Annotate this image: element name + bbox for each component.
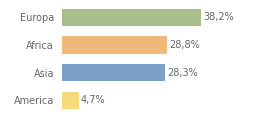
Bar bbox=[62, 64, 165, 81]
Bar bbox=[62, 92, 79, 109]
Text: 28,8%: 28,8% bbox=[169, 40, 200, 50]
Text: 4,7%: 4,7% bbox=[81, 95, 106, 105]
Bar bbox=[62, 9, 201, 26]
Bar bbox=[62, 36, 167, 54]
Text: 28,3%: 28,3% bbox=[167, 68, 198, 78]
Text: 38,2%: 38,2% bbox=[203, 12, 234, 22]
